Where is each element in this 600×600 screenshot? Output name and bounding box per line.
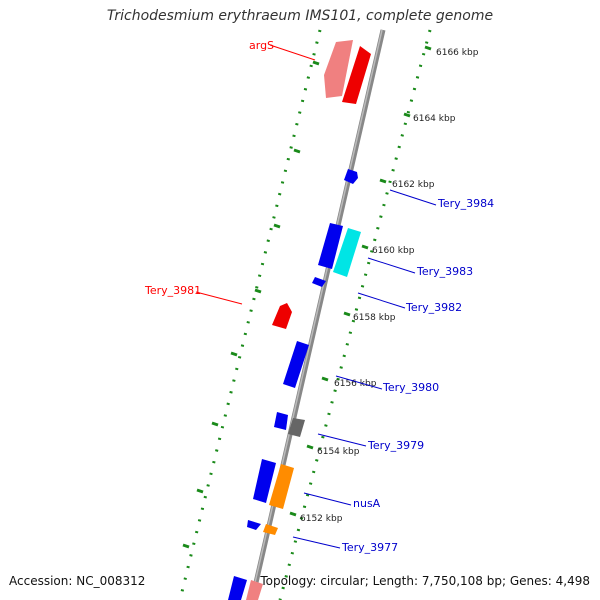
gene-block-tery-3983-blue[interactable] xyxy=(318,223,343,269)
gene-block-arg-light[interactable] xyxy=(324,40,353,98)
gene-label-tery-3979[interactable]: Tery_3979 xyxy=(367,439,424,452)
scale-label-6154: 6154 kbp xyxy=(317,447,360,457)
scale-label-6160: 6160 kbp xyxy=(372,246,415,256)
length-label: Length: xyxy=(372,574,419,588)
gene-label-tery-3982[interactable]: Tery_3982 xyxy=(405,301,462,314)
leader-tery-3979 xyxy=(317,433,367,447)
leader-nusa xyxy=(303,492,352,506)
gene-block-tery-3981[interactable] xyxy=(272,303,292,329)
gene-label-tery-3980[interactable]: Tery_3980 xyxy=(382,381,439,394)
genes-label: Genes: xyxy=(509,574,552,588)
leader-tery-3981 xyxy=(195,291,243,305)
topology-value: circular xyxy=(320,574,365,588)
accession-info: Accession: NC_008312 xyxy=(9,574,145,588)
accession-value: NC_008312 xyxy=(76,574,146,588)
gene-block-tery-3980[interactable] xyxy=(283,341,309,388)
gene-block-tery-3977-blue[interactable] xyxy=(247,520,261,530)
outer-tick-track xyxy=(178,29,322,600)
scale-label-6166: 6166 kbp xyxy=(436,48,479,58)
leader-tery-3983 xyxy=(367,257,416,274)
leader-tery-3984 xyxy=(389,189,437,206)
gene-block-tery-3984[interactable] xyxy=(344,169,358,184)
gene-block-tery-3982[interactable] xyxy=(312,277,326,287)
scale-label-6156: 6156 kbp xyxy=(334,379,377,389)
scale-label-6158: 6158 kbp xyxy=(353,313,396,323)
scale-label-6164: 6164 kbp xyxy=(413,114,456,124)
gene-label-tery-3983[interactable]: Tery_3983 xyxy=(416,265,473,278)
accession-label: Accession: xyxy=(9,574,73,588)
gene-block-args[interactable] xyxy=(342,46,371,104)
leader-args xyxy=(269,44,316,61)
topology-label: Topology: xyxy=(260,574,317,588)
leader-tery-3977 xyxy=(292,536,341,549)
outer-major-ticks xyxy=(182,60,320,549)
gene-block-bottom-blue[interactable] xyxy=(228,576,247,600)
leader-tery-3980 xyxy=(335,375,383,390)
genome-title: Trichodesmium erythraeum IMS101, complet… xyxy=(106,8,494,24)
gene-block-nusa[interactable] xyxy=(269,464,294,509)
leader-tery-3982 xyxy=(357,292,406,309)
genes-value: 4,498 xyxy=(555,574,590,588)
length-value: 7,750,108 bp xyxy=(421,574,502,588)
gene-label-nusa[interactable]: nusA xyxy=(353,497,381,510)
gene-block-tery-3979[interactable] xyxy=(288,418,305,437)
scale-label-6162: 6162 kbp xyxy=(392,180,435,190)
gene-block-tery-3979-blue[interactable] xyxy=(274,412,288,430)
gene-label-tery-3981[interactable]: Tery_3981 xyxy=(144,284,201,297)
gene-label-tery-3984[interactable]: Tery_3984 xyxy=(437,197,494,210)
inner-major-ticks xyxy=(289,45,432,517)
genome-summary: Topology: circular; Length: 7,750,108 bp… xyxy=(260,574,590,588)
gene-label-tery-3977[interactable]: Tery_3977 xyxy=(341,541,398,554)
gene-block-bottom-light-red[interactable] xyxy=(246,580,263,600)
scale-label-6152: 6152 kbp xyxy=(300,514,343,524)
gene-label-args[interactable]: argS xyxy=(249,39,274,52)
gene-block-nusa-blue[interactable] xyxy=(253,459,276,503)
gene-block-tery-3983[interactable] xyxy=(333,228,361,277)
gene-block-tery-3977[interactable] xyxy=(263,524,278,535)
